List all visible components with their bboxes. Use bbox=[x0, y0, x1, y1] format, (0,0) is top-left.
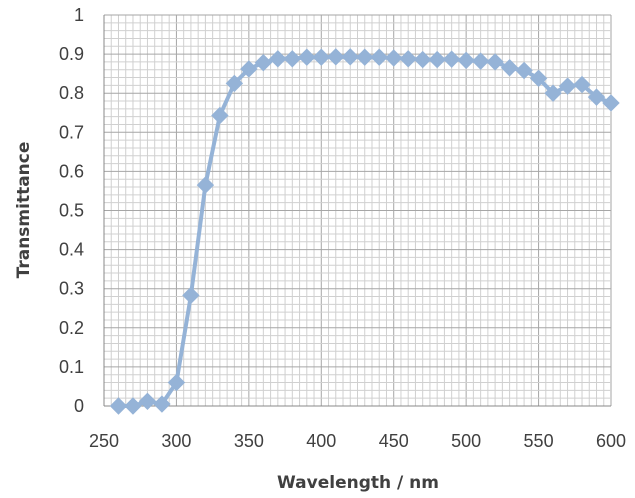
data-point-marker bbox=[587, 88, 606, 106]
x-tick-label: 600 bbox=[596, 431, 626, 451]
data-point-marker bbox=[211, 106, 229, 125]
data-point-marker bbox=[341, 48, 359, 66]
data-point-marker bbox=[573, 75, 591, 94]
x-axis-ticks: 250 300 350 400 450 500 550 600 bbox=[89, 431, 626, 451]
data-point-marker bbox=[254, 53, 273, 72]
x-tick-label: 450 bbox=[379, 431, 409, 451]
y-tick-label: 0.6 bbox=[59, 161, 84, 181]
y-tick-label: 0.8 bbox=[59, 83, 84, 103]
x-axis-label: Wavelength / nm bbox=[277, 473, 439, 493]
x-tick-label: 550 bbox=[524, 431, 554, 451]
data-series bbox=[109, 48, 620, 415]
data-point-marker bbox=[182, 286, 200, 305]
data-point-marker bbox=[471, 52, 490, 70]
data-point-marker bbox=[399, 50, 417, 68]
data-point-marker bbox=[486, 53, 504, 71]
x-tick-label: 250 bbox=[89, 431, 119, 451]
data-point-marker bbox=[428, 50, 446, 69]
data-point-marker bbox=[109, 397, 128, 415]
data-point-marker bbox=[240, 60, 258, 78]
x-tick-label: 300 bbox=[161, 431, 191, 451]
data-point-marker bbox=[529, 69, 548, 88]
y-tick-label: 0.4 bbox=[59, 240, 84, 260]
y-tick-label: 0.7 bbox=[59, 122, 84, 142]
data-point-marker bbox=[442, 50, 461, 68]
data-point-marker bbox=[153, 395, 171, 413]
y-tick-label: 0.1 bbox=[59, 357, 84, 377]
x-tick-label: 350 bbox=[234, 431, 264, 451]
axes bbox=[103, 15, 611, 407]
data-point-marker bbox=[283, 50, 302, 68]
data-point-marker bbox=[298, 48, 316, 66]
y-tick-label: 0 bbox=[74, 396, 84, 416]
data-point-marker bbox=[312, 48, 330, 66]
y-axis-ticks: 0 0.1 0.2 0.3 0.4 0.5 0.6 0.7 0.8 0.9 1 bbox=[59, 5, 84, 416]
x-tick-label: 400 bbox=[306, 431, 336, 451]
data-point-marker bbox=[196, 176, 215, 194]
data-point-marker bbox=[167, 373, 186, 392]
data-point-marker bbox=[124, 397, 142, 415]
data-point-marker bbox=[457, 51, 475, 70]
data-point-marker bbox=[544, 84, 562, 102]
data-point-marker bbox=[327, 48, 345, 66]
data-point-marker bbox=[356, 48, 374, 66]
data-point-marker bbox=[269, 50, 287, 68]
y-tick-label: 0.5 bbox=[59, 201, 84, 221]
x-tick-label: 500 bbox=[451, 431, 481, 451]
data-point-marker bbox=[413, 50, 432, 69]
y-tick-label: 1 bbox=[74, 5, 84, 25]
data-point-marker bbox=[370, 48, 388, 66]
y-axis-label: Transmittance bbox=[14, 142, 34, 279]
y-tick-label: 0.3 bbox=[59, 279, 84, 299]
y-tick-label: 0.2 bbox=[59, 318, 84, 338]
data-point-marker bbox=[225, 74, 244, 93]
y-tick-label: 0.9 bbox=[59, 44, 84, 64]
data-point-marker bbox=[385, 49, 403, 67]
data-point-marker bbox=[138, 392, 157, 411]
data-point-marker bbox=[515, 61, 533, 80]
data-point-marker bbox=[500, 59, 519, 77]
data-point-marker bbox=[602, 94, 620, 112]
data-point-marker bbox=[558, 77, 577, 95]
